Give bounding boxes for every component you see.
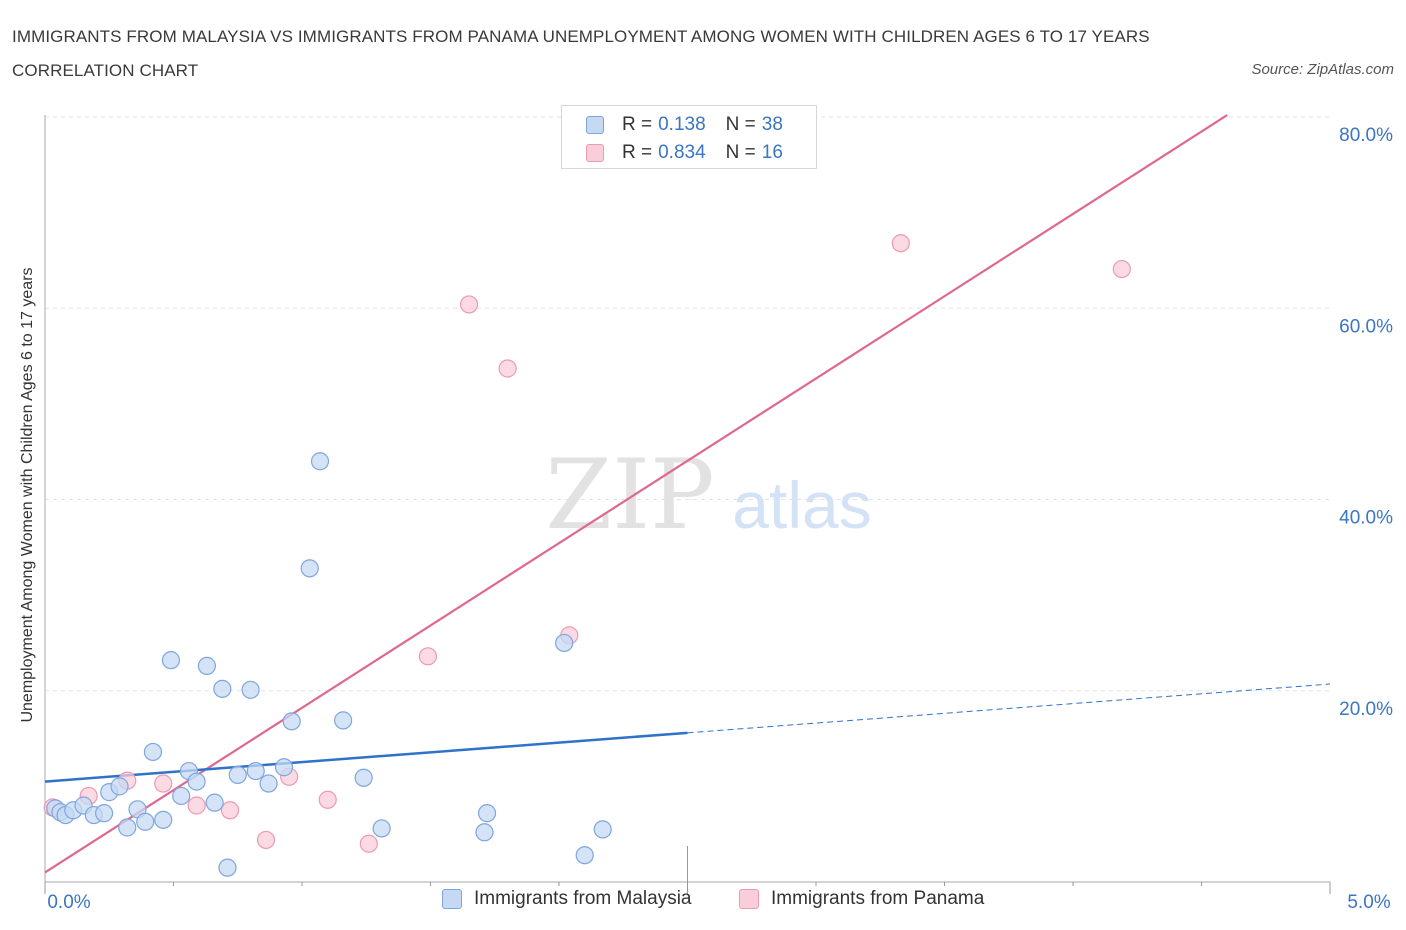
legend-swatch-malaysia	[586, 116, 604, 134]
point-malaysia	[259, 774, 278, 793]
y-axis-label: Unemployment Among Women with Children A…	[19, 267, 36, 723]
point-malaysia	[154, 810, 173, 829]
tick-labels: 20.0% 40.0% 60.0% 80.0% 0.0% 5.0%	[47, 125, 1393, 913]
point-panama	[1112, 259, 1131, 279]
bottom-legend-panama: Immigrants from Panama	[739, 888, 984, 910]
point-malaysia	[172, 786, 191, 806]
point-malaysia	[477, 804, 497, 823]
legend-r-label: R =	[622, 142, 653, 163]
legend-n-value-panama: 16	[761, 142, 783, 163]
source-label: Source: ZipAtlas.com	[1251, 61, 1394, 78]
point-panama	[418, 647, 438, 666]
grid-lines	[45, 116, 1330, 692]
point-malaysia	[575, 846, 594, 865]
point-malaysia	[228, 765, 247, 785]
point-malaysia	[310, 452, 330, 471]
watermark: ZIP atlas	[545, 439, 871, 551]
point-malaysia	[187, 772, 206, 791]
bottom-legend-swatch-panama	[739, 889, 759, 909]
legend-r-value-panama: 0.834	[658, 142, 706, 163]
y-tick-label: 60.0%	[1339, 316, 1393, 337]
legend-n-value-malaysia: 38	[761, 114, 783, 135]
watermark-atlas: atlas	[732, 468, 871, 542]
point-panama	[318, 790, 337, 809]
point-panama	[459, 295, 479, 314]
bottom-legend-swatch-malaysia	[442, 889, 462, 909]
point-panama	[220, 801, 240, 820]
point-panama	[154, 774, 173, 793]
point-malaysia	[118, 818, 137, 837]
trend-line-malaysia	[44, 731, 688, 783]
point-malaysia	[161, 651, 181, 670]
legend: R = 0.138 N = 38 R = 0.834 N = 16	[561, 105, 817, 169]
legend-row-malaysia: R = 0.138 N = 38	[586, 113, 783, 137]
point-malaysia	[110, 777, 129, 796]
point-malaysia	[475, 823, 494, 842]
axes	[44, 115, 1331, 894]
trend-lines	[44, 114, 1331, 874]
point-malaysia	[372, 819, 391, 838]
point-malaysia	[136, 812, 155, 831]
point-malaysia	[246, 761, 265, 781]
point-panama	[498, 359, 517, 378]
point-malaysia	[205, 793, 224, 812]
y-tick-label: 20.0%	[1339, 699, 1393, 720]
legend-r-label: R =	[622, 114, 653, 135]
y-tick-label: 40.0%	[1339, 508, 1393, 529]
watermark-zip: ZIP	[545, 439, 714, 551]
trend-line-malaysia-extension	[687, 683, 1331, 734]
data-points	[43, 234, 1131, 877]
point-malaysia	[354, 768, 373, 787]
chart-title: IMMIGRANTS FROM MALAYSIA VS IMMIGRANTS F…	[12, 27, 1150, 80]
legend-swatch-panama	[586, 144, 604, 162]
point-malaysia	[300, 559, 319, 578]
point-malaysia	[241, 680, 260, 699]
point-panama	[359, 834, 378, 853]
point-malaysia	[143, 742, 163, 762]
point-panama	[891, 234, 910, 253]
bottom-legend-label-malaysia: Immigrants from Malaysia	[474, 888, 692, 909]
point-malaysia	[197, 656, 217, 675]
point-panama	[256, 830, 276, 850]
bottom-legend: Immigrants from Malaysia Immigrants from…	[0, 888, 1406, 916]
x-tick-label: 5.0%	[1347, 892, 1390, 913]
legend-row-panama: R = 0.834 N = 16	[586, 141, 783, 165]
point-malaysia	[555, 633, 574, 653]
x-tick-label: 0.0%	[47, 892, 90, 913]
legend-n-label: N =	[725, 142, 756, 163]
bottom-legend-label-panama: Immigrants from Panama	[771, 888, 985, 909]
point-malaysia	[218, 858, 237, 877]
point-malaysia	[593, 820, 612, 839]
point-malaysia	[334, 711, 353, 730]
bottom-legend-malaysia: Immigrants from Malaysia	[442, 888, 692, 910]
trend-line-panama	[44, 114, 1228, 874]
point-malaysia	[95, 804, 114, 823]
point-malaysia	[274, 758, 294, 777]
point-malaysia	[282, 712, 301, 731]
point-panama	[187, 796, 206, 815]
legend-r-value-malaysia: 0.138	[658, 114, 706, 135]
point-malaysia	[213, 679, 232, 698]
legend-n-label: N =	[725, 114, 756, 135]
y-tick-label: 80.0%	[1339, 125, 1393, 146]
